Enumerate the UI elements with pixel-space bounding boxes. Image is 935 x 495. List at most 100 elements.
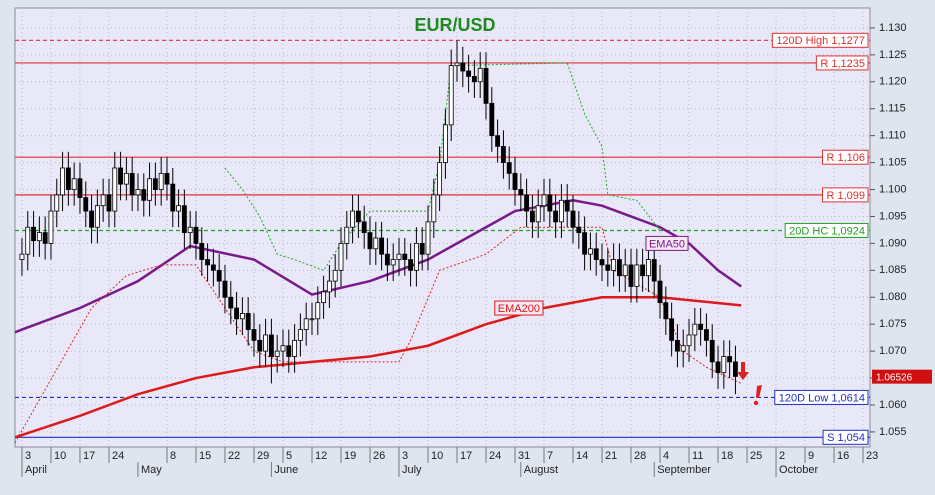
y-tick-label: 1.130 [879, 22, 907, 34]
alert-icon [756, 385, 762, 398]
candle-body [413, 242, 419, 271]
candle-body [570, 210, 576, 228]
x-tick-label: 3 [25, 450, 31, 462]
candle-body [477, 67, 483, 83]
candle-body [268, 334, 274, 357]
candle-body [396, 253, 402, 260]
candle-body [489, 102, 495, 137]
y-tick-label: 1.115 [879, 103, 906, 115]
x-tick-label: 14 [576, 450, 588, 462]
candle-body [518, 189, 524, 196]
level-label: 120D High 1,1277 [771, 32, 869, 48]
y-tick-label: 1.075 [879, 318, 907, 330]
candle-body [228, 296, 234, 309]
level-label: R 1,106 [821, 149, 869, 165]
candle-body [448, 65, 454, 126]
candle-body [732, 361, 738, 377]
candle-body [535, 205, 541, 223]
level-label-box [821, 187, 869, 203]
candle-body [576, 226, 582, 234]
candle-body [94, 205, 100, 228]
candle-body [471, 76, 477, 83]
candle-body [193, 226, 199, 244]
candle-body [42, 232, 48, 244]
y-tick-label: 1.085 [879, 264, 907, 276]
indicator-label: EMA50 [645, 235, 689, 251]
candle-body [106, 194, 112, 212]
x-tick-label: 17 [460, 450, 472, 462]
candle-body [199, 242, 205, 260]
candle-body [141, 189, 147, 201]
candle-body [727, 356, 733, 363]
y-tick-label: 1.095 [879, 210, 907, 222]
down-arrow-icon [737, 362, 749, 380]
y-tick-label: 1.060 [879, 399, 907, 411]
candle-body [65, 167, 71, 190]
x-tick-label: 9 [808, 450, 814, 462]
month-label: May [141, 464, 162, 476]
x-tick-label: 26 [373, 450, 385, 462]
x-tick-label: 10 [431, 450, 443, 462]
candle-body [83, 197, 89, 212]
candle-body [31, 226, 36, 242]
candle-body [292, 339, 298, 357]
y-tick-label: 1.100 [879, 183, 907, 195]
level-label: 20D HC 1,0924 [784, 222, 869, 238]
candle-body [500, 146, 506, 163]
candle-body [210, 264, 216, 271]
candle-body [506, 162, 512, 174]
candle-body [524, 194, 530, 212]
level-label-text: R 1,1235 [820, 58, 865, 70]
candle-body [309, 318, 315, 321]
candle-body [152, 178, 158, 190]
x-tick-label: 19 [344, 450, 356, 462]
x-tick-label: 22 [228, 450, 240, 462]
candle-body [669, 318, 675, 341]
chart-title: EUR/USD [414, 15, 495, 35]
candle-body [286, 345, 292, 357]
month-label: June [274, 464, 298, 476]
candle-body [355, 210, 361, 223]
month-label: October [779, 464, 818, 476]
candle-body [158, 172, 164, 190]
candle-body [564, 199, 570, 212]
last-price-label: 1.06526 [876, 372, 913, 383]
candle-body [558, 199, 564, 223]
candle-body [251, 329, 257, 341]
x-tick-label: 21 [605, 450, 617, 462]
candle-body [640, 264, 646, 277]
x-tick-label: 7 [547, 450, 553, 462]
level-label-box [774, 389, 869, 405]
candle-body [657, 280, 663, 304]
indicator-label-box [494, 300, 544, 316]
candle-body [622, 264, 628, 277]
candle-body [123, 172, 129, 185]
candle-body [431, 194, 437, 223]
candle-body [112, 167, 118, 212]
x-tick-label: 28 [634, 450, 646, 462]
level-label: 120D Low 1,0614 [774, 389, 869, 405]
x-tick-label: 11 [692, 450, 703, 462]
candle-body [338, 242, 344, 271]
candle-body [628, 264, 634, 287]
x-tick-label: 24 [112, 450, 124, 462]
candle-body [176, 205, 182, 212]
indicator-label: EMA200 [494, 300, 544, 316]
candle-body [495, 135, 501, 147]
level-label-text: 120D High 1,1277 [776, 35, 865, 47]
level-label-box [784, 222, 869, 238]
y-tick-label: 1.080 [879, 291, 907, 303]
indicator-label-box [645, 235, 689, 251]
candle-body [616, 259, 622, 277]
level-label: S 1,054 [822, 429, 869, 445]
candle-body [593, 248, 599, 260]
level-label-box [815, 55, 869, 71]
candle-body [274, 350, 280, 357]
candle-body [205, 259, 211, 266]
candle-body [529, 210, 535, 223]
y-tick-label: 1.055 [879, 426, 907, 438]
month-label: April [25, 464, 47, 476]
candle-body [384, 253, 390, 266]
x-tick-label: 16 [837, 450, 849, 462]
x-tick-label: 3 [402, 450, 408, 462]
